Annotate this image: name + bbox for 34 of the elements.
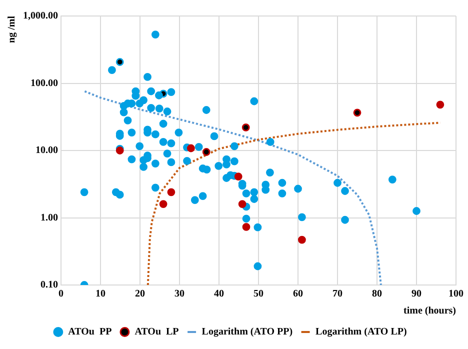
legend-label: Logarithm (ATO PP) [202, 326, 293, 338]
y-tick-label: 0.10 [40, 280, 58, 291]
point [242, 124, 250, 132]
legend-label: ATOu PP [68, 326, 112, 338]
point [202, 148, 210, 156]
y-axis-title: ng /ml [6, 16, 18, 43]
x-axis-title: time (hours) [404, 306, 456, 317]
point [187, 144, 195, 152]
point [298, 236, 306, 244]
point [238, 200, 246, 208]
point [234, 172, 242, 180]
legend-label: ATOu LP [134, 326, 179, 338]
x-tick-label: 0 [58, 288, 64, 300]
point [159, 200, 168, 208]
y-tick-label: 10.00 [36, 145, 58, 156]
legend-label: Logarithm (ATO LP) [316, 326, 407, 338]
y-tick-label: 1,000.00 [23, 10, 58, 22]
x-tick-label: 30 [174, 288, 184, 300]
point [167, 188, 176, 196]
point [436, 100, 444, 109]
x-tick-label: 70 [332, 288, 342, 300]
x-tick-label: 40 [214, 288, 224, 300]
x-tick-label: 90 [412, 288, 422, 300]
x-tick-label: 100 [448, 288, 464, 300]
x-tick-label: 80 [372, 288, 382, 300]
line-series [84, 90, 382, 285]
y-tick-label: 1.00 [40, 212, 58, 224]
y-tick-label: 100.00 [30, 78, 58, 89]
point [242, 222, 250, 231]
x-tick-label: 50 [254, 288, 264, 300]
x-tick-label: 60 [293, 288, 303, 300]
x-tick-label: 20 [135, 288, 145, 300]
x-tick-label: 10 [96, 288, 106, 300]
point [353, 108, 362, 117]
